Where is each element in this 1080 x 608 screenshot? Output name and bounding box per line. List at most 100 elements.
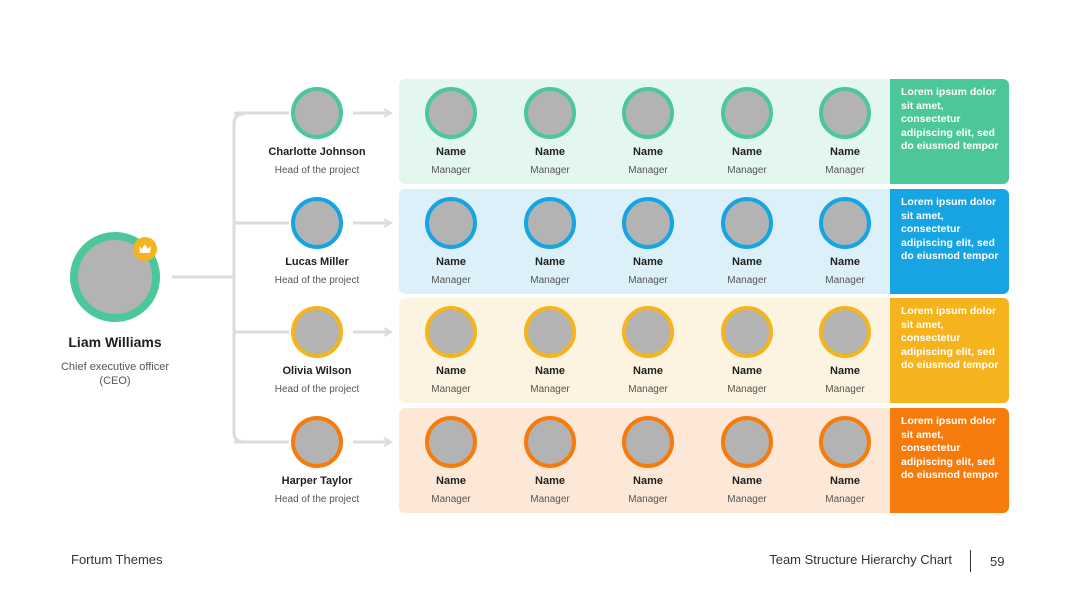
member-avatar <box>819 306 871 358</box>
arrow-head-icon <box>383 108 394 118</box>
team-member: Name Manager <box>800 189 890 294</box>
member-role: Manager <box>530 384 570 395</box>
member-avatar <box>425 87 477 139</box>
member-name: Name <box>535 365 565 377</box>
member-role: Manager <box>431 494 471 505</box>
member-avatar <box>425 306 477 358</box>
member-name: Name <box>830 256 860 268</box>
member-avatar <box>622 416 674 468</box>
member-name: Name <box>732 475 762 487</box>
member-avatar <box>819 197 871 249</box>
member-role: Manager <box>825 275 865 286</box>
member-role: Manager <box>825 165 865 176</box>
member-name: Name <box>830 365 860 377</box>
team-description: Lorem ipsum dolor sit amet, consectetur … <box>890 408 1009 513</box>
ceo-title: Chief executive officer (CEO) <box>60 361 170 387</box>
member-role: Manager <box>727 494 767 505</box>
member-name: Name <box>535 256 565 268</box>
team-member: Name Manager <box>603 189 693 294</box>
member-name: Name <box>830 475 860 487</box>
footer-divider <box>970 550 971 572</box>
team-member: Name Manager <box>406 298 496 403</box>
ceo-name: Liam Williams <box>68 334 162 350</box>
member-name: Name <box>633 365 663 377</box>
member-avatar <box>524 197 576 249</box>
team-member: Name Manager <box>702 408 792 513</box>
crown-icon <box>133 237 157 261</box>
team-row: Lucas Miller Head of the project Name Man… <box>0 189 1080 294</box>
team-row: Harper Taylor Head of the project Name Ma… <box>0 408 1080 513</box>
member-name: Name <box>732 365 762 377</box>
team-lead-title: Head of the project <box>274 384 360 395</box>
member-avatar <box>425 416 477 468</box>
member-avatar <box>721 197 773 249</box>
team-member: Name Manager <box>603 298 693 403</box>
team-description: Lorem ipsum dolor sit amet, consectetur … <box>890 298 1009 403</box>
member-role: Manager <box>825 384 865 395</box>
member-avatar <box>524 306 576 358</box>
team-lead-avatar <box>291 306 343 358</box>
page-number: 59 <box>990 554 1005 569</box>
member-name: Name <box>732 146 762 158</box>
member-name: Name <box>535 146 565 158</box>
member-avatar <box>721 87 773 139</box>
member-role: Manager <box>530 275 570 286</box>
team-lead-avatar <box>291 197 343 249</box>
member-avatar <box>524 416 576 468</box>
team-member: Name Manager <box>702 79 792 184</box>
member-avatar <box>524 87 576 139</box>
team-lead-title: Head of the project <box>274 275 360 286</box>
team-lead-avatar <box>291 87 343 139</box>
team-lead-name: Olivia Wilson <box>282 365 352 377</box>
member-avatar <box>622 87 674 139</box>
team-member: Name Manager <box>406 408 496 513</box>
member-name: Name <box>436 256 466 268</box>
member-role: Manager <box>825 494 865 505</box>
team-lead-name: Charlotte Johnson <box>268 146 366 158</box>
arrow-head-icon <box>383 327 394 337</box>
team-lead-avatar <box>291 416 343 468</box>
member-role: Manager <box>628 384 668 395</box>
member-avatar <box>819 87 871 139</box>
member-avatar <box>425 197 477 249</box>
team-member: Name Manager <box>505 189 595 294</box>
member-name: Name <box>535 475 565 487</box>
member-role: Manager <box>530 165 570 176</box>
team-member: Name Manager <box>505 298 595 403</box>
team-row: Charlotte Johnson Head of the project Nam… <box>0 79 1080 184</box>
member-avatar <box>819 416 871 468</box>
member-name: Name <box>436 146 466 158</box>
member-role: Manager <box>628 275 668 286</box>
member-name: Name <box>732 256 762 268</box>
member-name: Name <box>436 365 466 377</box>
team-member: Name Manager <box>603 79 693 184</box>
member-role: Manager <box>727 165 767 176</box>
team-member: Name Manager <box>800 408 890 513</box>
member-avatar <box>622 306 674 358</box>
member-role: Manager <box>628 494 668 505</box>
member-name: Name <box>633 475 663 487</box>
team-member: Name Manager <box>406 189 496 294</box>
team-member: Name Manager <box>800 298 890 403</box>
member-role: Manager <box>431 165 471 176</box>
member-role: Manager <box>431 384 471 395</box>
member-avatar <box>721 416 773 468</box>
member-name: Name <box>633 146 663 158</box>
team-member: Name Manager <box>800 79 890 184</box>
arrow-head-icon <box>383 218 394 228</box>
footer-brand: Fortum Themes <box>71 552 163 567</box>
member-name: Name <box>633 256 663 268</box>
team-member: Name Manager <box>702 298 792 403</box>
team-lead-name: Harper Taylor <box>281 475 353 487</box>
member-role: Manager <box>530 494 570 505</box>
team-member: Name Manager <box>702 189 792 294</box>
team-lead-title: Head of the project <box>274 165 360 176</box>
team-description: Lorem ipsum dolor sit amet, consectetur … <box>890 189 1009 294</box>
member-avatar <box>721 306 773 358</box>
member-name: Name <box>436 475 466 487</box>
team-member: Name Manager <box>406 79 496 184</box>
team-member: Name Manager <box>505 79 595 184</box>
member-role: Manager <box>727 384 767 395</box>
